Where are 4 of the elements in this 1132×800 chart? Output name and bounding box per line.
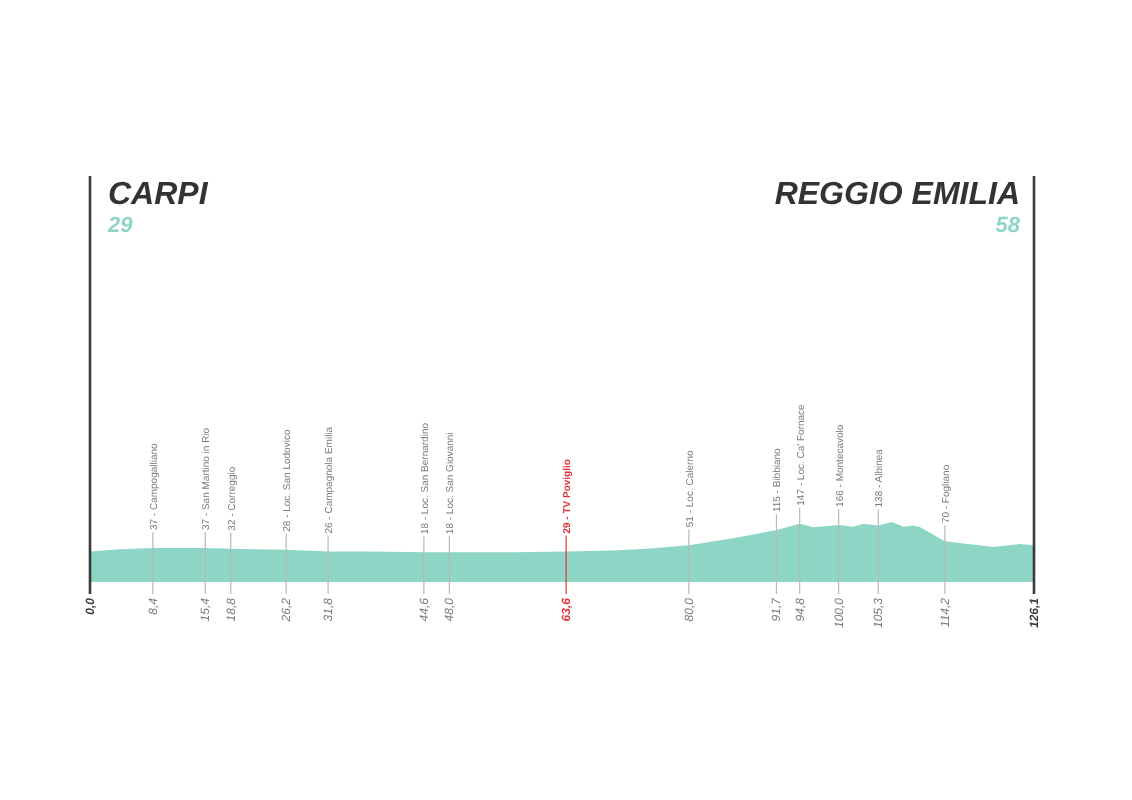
text: CARPI	[108, 178, 209, 212]
text: 29	[106, 214, 135, 238]
text: REGGIO EMILIA	[774, 178, 1020, 212]
text: 58	[995, 214, 1022, 238]
